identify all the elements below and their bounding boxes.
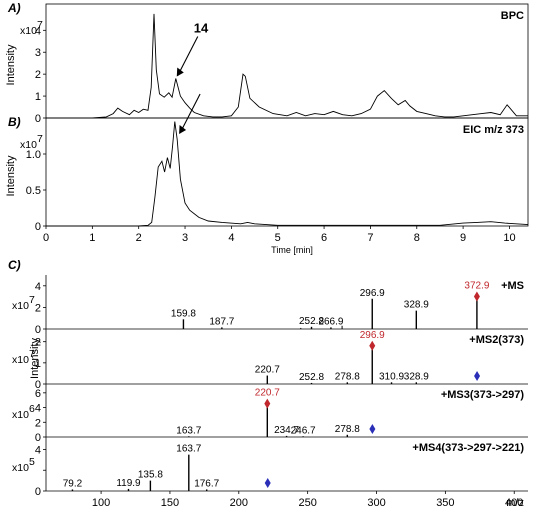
y-tick-label: 0.5 (26, 185, 41, 197)
x-tick-label: 0 (43, 232, 49, 244)
y-tick-label: 2 (35, 302, 41, 314)
x-tick-label: 100 (92, 497, 110, 509)
plot-frame (45, 117, 529, 227)
trace-label: +MS (501, 280, 524, 292)
trace-label: +MS3(373->297) (441, 389, 524, 401)
peak-label: 176.7 (194, 478, 219, 489)
annotation-arrow-shaft (179, 93, 201, 134)
x-tick-label: 1 (89, 232, 95, 244)
x-tick-label: 250 (298, 497, 316, 509)
y-tick-label: 1.0 (26, 149, 41, 161)
x-tick-label: 7 (367, 232, 373, 244)
peak-label: 246.7 (291, 425, 316, 436)
x-tick-label: 400 (505, 497, 523, 509)
x-tick-label: 150 (161, 497, 179, 509)
x-tick-label: 8 (414, 232, 420, 244)
trace-label: BPC (501, 10, 524, 22)
peak-label: 163.7 (176, 444, 201, 455)
peak-label: 119.9 (116, 478, 141, 489)
chromatogram-trace (46, 13, 528, 119)
x-tick-label: 2 (136, 232, 142, 244)
peak-label: 234.7 (274, 425, 299, 436)
y-exponent-label: x107 (12, 294, 35, 312)
annotation-arrowhead (179, 125, 187, 134)
y-tick-label: 0 (35, 324, 41, 336)
peak-label: 328.9 (404, 371, 429, 382)
y-tick-label: 0 (35, 486, 41, 498)
y-tick-label: 3 (35, 47, 41, 59)
peak-label-precursor: 372.9 (464, 280, 489, 291)
peak-label: 278.8 (335, 424, 360, 435)
precursor-marker (264, 398, 271, 409)
y-tick-label: 2 (35, 69, 41, 81)
trace-label: +MS2(373) (469, 334, 524, 346)
y-tick-label: 4 (35, 403, 41, 415)
peak-label-precursor: 296.9 (360, 330, 385, 341)
y-exponent-label: x107 (20, 19, 43, 37)
x-tick-label: 5 (275, 232, 281, 244)
y-axis-label: Intensity (5, 44, 17, 85)
precursor-marker (369, 340, 376, 351)
y-tick-label: 2 (35, 337, 41, 349)
peak-label: 159.8 (171, 308, 196, 319)
y-exponent-label: x106 (12, 403, 35, 421)
y-tick-label: 0 (35, 432, 41, 444)
peak-label: 135.8 (138, 470, 163, 481)
y-tick-label: 0 (35, 221, 41, 233)
y-exponent-label: x107 (12, 348, 35, 366)
x-axis-label: m/z (506, 497, 524, 509)
panel-label: B) (8, 115, 21, 129)
y-exponent-label: x107 (20, 133, 43, 151)
x-tick-label: 9 (460, 232, 466, 244)
peak-label: 296.9 (360, 288, 385, 299)
x-tick-label: 4 (228, 232, 234, 244)
peak-label: 163.7 (176, 425, 201, 436)
y-tick-label: 4 (35, 281, 41, 293)
x-axis-label: Time [min] (271, 245, 313, 255)
y-tick-label: 6 (35, 388, 41, 400)
x-tick-label: 6 (321, 232, 327, 244)
x-tick-label: 200 (230, 497, 248, 509)
plot-frame (45, 3, 529, 119)
x-tick-label: 10 (503, 232, 515, 244)
isolation-marker (264, 478, 271, 488)
peak-label: 220.7 (255, 365, 280, 376)
y-tick-label: 2 (35, 417, 41, 429)
annotation-arrow-shaft (177, 36, 199, 76)
peak-label: 278.8 (335, 371, 360, 382)
peak-label: 79.2 (63, 478, 83, 489)
trace-label: EIC m/z 373 (463, 124, 524, 136)
y-tick-label: 0 (35, 113, 41, 125)
peak-label: 187.7 (209, 316, 234, 327)
y-tick-label: 1 (35, 358, 41, 370)
peak-label: 266.9 (318, 316, 343, 327)
x-tick-label: 300 (367, 497, 385, 509)
peak-label: 252.8 (299, 372, 324, 383)
y-tick-label: 4 (35, 444, 41, 456)
precursor-marker (473, 291, 480, 302)
panel-label: C) (8, 258, 21, 272)
y-tick-label: 0 (35, 379, 41, 391)
x-tick-label: 350 (436, 497, 454, 509)
peak-label: 310.9 (379, 371, 404, 382)
y-axis-label: Intensity (29, 338, 41, 379)
annotation-arrowhead (176, 67, 184, 77)
peak-label: 328.9 (404, 300, 429, 311)
isolation-marker (474, 371, 481, 381)
y-exponent-label: x105 (12, 456, 35, 474)
chromatogram-trace (46, 121, 529, 227)
y-tick-label: 1 (35, 91, 41, 103)
panel-label: A) (7, 1, 21, 15)
x-tick-label: 3 (182, 232, 188, 244)
isolation-marker (369, 424, 376, 434)
y-tick-label: 4 (35, 25, 41, 37)
annotation-label: 14 (194, 21, 209, 36)
peak-label: 252.8 (299, 316, 324, 327)
peak-label-precursor: 220.7 (255, 388, 280, 399)
trace-label: +MS4(373->297->221) (412, 442, 524, 454)
y-axis-label: Intensity (5, 155, 17, 196)
